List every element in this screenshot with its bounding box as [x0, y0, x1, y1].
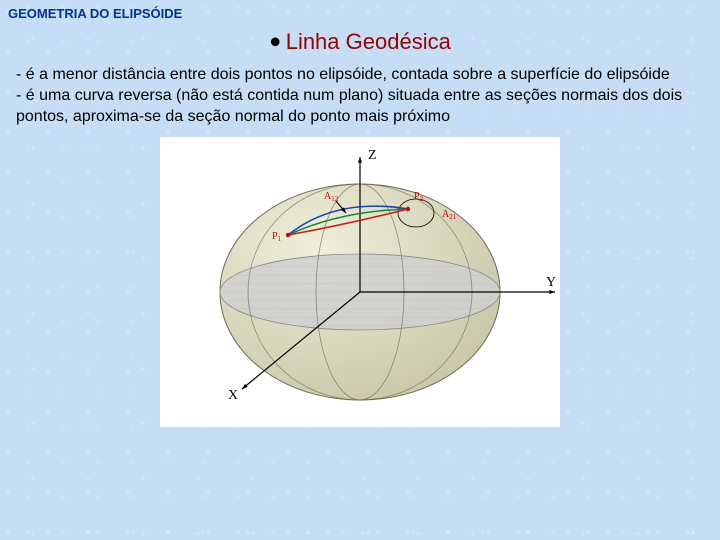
body-line-1: - é a menor distância entre dois pontos …	[16, 65, 704, 86]
page-header: GEOMETRIA DO ELIPSÓIDE	[0, 0, 720, 23]
svg-text:Z: Z	[368, 148, 377, 163]
body-line-2: - é uma curva reversa (não está contida …	[16, 86, 704, 128]
ellipsoid-figure: ZYXP1P2A12A21	[160, 137, 560, 427]
title-row: ● Linha Geodésica	[0, 29, 720, 55]
title-text: Linha Geodésica	[286, 29, 451, 54]
body-text: - é a menor distância entre dois pontos …	[0, 55, 720, 133]
ellipsoid-svg: ZYXP1P2A12A21	[160, 137, 560, 427]
svg-text:X: X	[228, 388, 238, 403]
title-bullet: ●	[269, 31, 281, 53]
figure-wrap: ZYXP1P2A12A21	[0, 137, 720, 427]
svg-text:Y: Y	[546, 275, 556, 290]
